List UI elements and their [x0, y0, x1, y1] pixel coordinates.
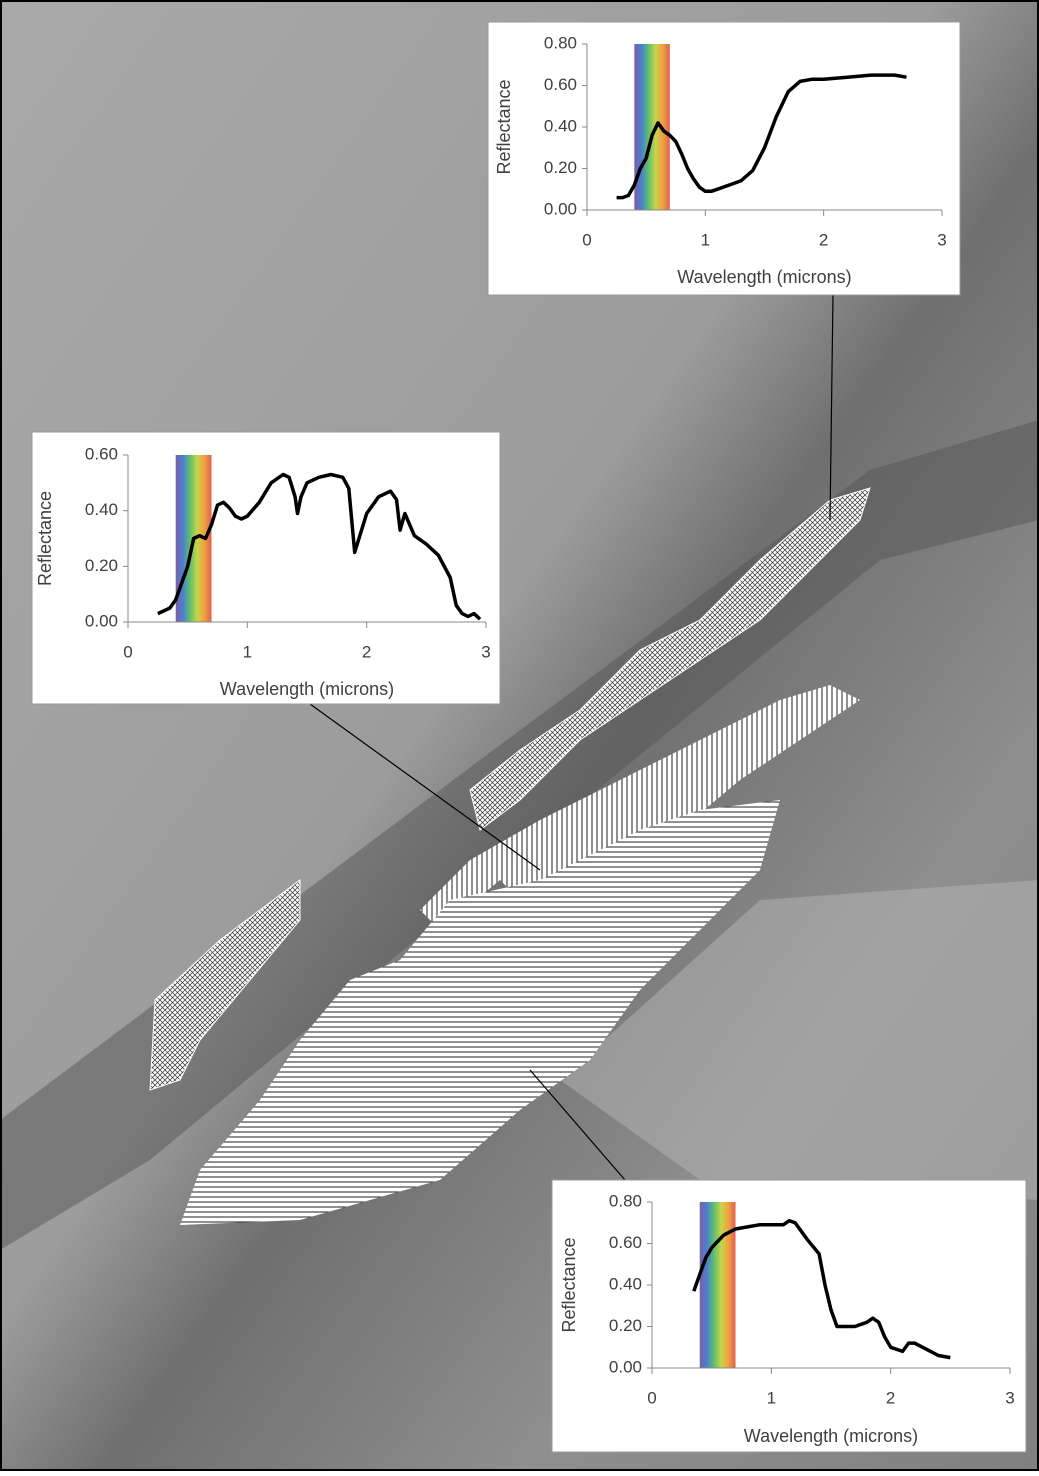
- y-axis-title: Reflectance: [494, 79, 514, 174]
- y-tick-label: 0.80: [609, 1191, 642, 1210]
- y-tick-label: 0.20: [609, 1316, 642, 1335]
- y-tick-label: 0.00: [85, 611, 118, 630]
- x-tick-label: 3: [937, 230, 946, 249]
- x-tick-label: 1: [243, 642, 252, 661]
- x-tick-label: 3: [1005, 1388, 1014, 1407]
- y-tick-label: 0.40: [544, 116, 577, 135]
- spectrum-band: [634, 44, 670, 210]
- y-tick-label: 0.80: [544, 33, 577, 52]
- x-tick-label: 0: [582, 230, 591, 249]
- y-tick-label: 0.20: [85, 556, 118, 575]
- figure: 0.00 0.20 0.40 0.60 0.80 0 1 2 3 Wavelength (micr…: [0, 0, 1039, 1471]
- x-axis-title: Wavelength (microns): [677, 267, 851, 287]
- y-tick-label: 0.40: [609, 1274, 642, 1293]
- x-tick-label: 0: [647, 1388, 656, 1407]
- x-tick-label: 0: [123, 642, 132, 661]
- y-tick-label: 0.60: [85, 444, 118, 463]
- y-tick-label: 0.00: [544, 199, 577, 218]
- x-tick-label: 2: [886, 1388, 895, 1407]
- x-tick-label: 2: [362, 642, 371, 661]
- y-tick-label: 0.60: [609, 1233, 642, 1252]
- y-axis-title: Reflectance: [35, 491, 55, 586]
- x-tick-label: 2: [819, 230, 828, 249]
- x-tick-label: 3: [481, 642, 490, 661]
- x-tick-label: 1: [701, 230, 710, 249]
- y-axis-title: Reflectance: [559, 1237, 579, 1332]
- y-tick-label: 0.60: [544, 75, 577, 94]
- y-tick-label: 0.00: [609, 1357, 642, 1376]
- x-tick-label: 1: [767, 1388, 776, 1407]
- y-tick-label: 0.20: [544, 158, 577, 177]
- spectrum-band: [700, 1202, 736, 1368]
- x-axis-title: Wavelength (microns): [744, 1426, 918, 1446]
- x-axis-title: Wavelength (microns): [220, 679, 394, 699]
- y-tick-label: 0.40: [85, 500, 118, 519]
